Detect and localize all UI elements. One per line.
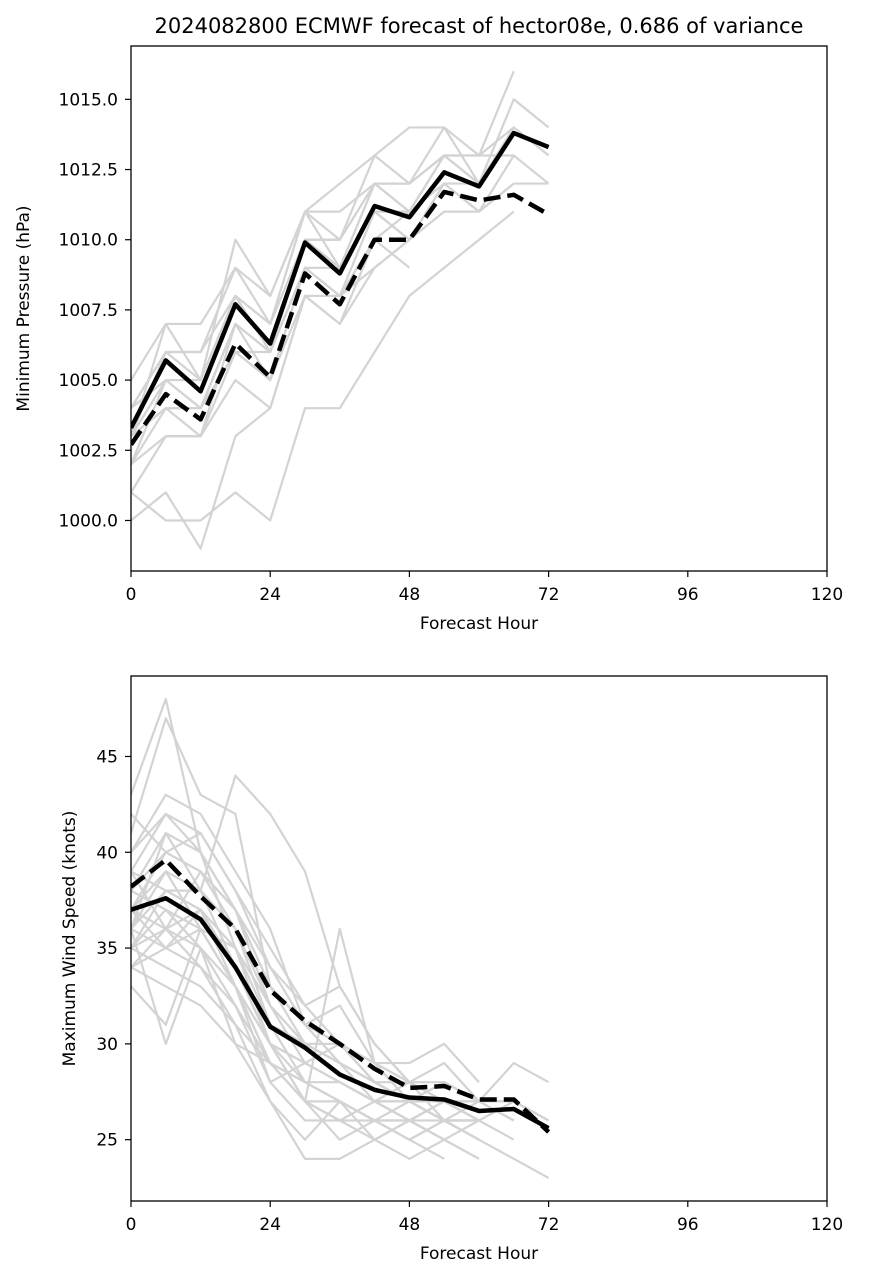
pressure-axes-frame <box>130 45 828 572</box>
pressure-y-tick-label: 1012.5 <box>59 161 118 181</box>
pressure-y-tick-label: 1005.0 <box>59 371 118 391</box>
pressure-x-tick-label: 0 <box>126 585 137 605</box>
pressure-ensemble-member-line <box>131 210 515 522</box>
pressure-y-tick-label: 1007.5 <box>59 301 118 321</box>
wind-axes-frame <box>130 675 828 1202</box>
wind-solid-line <box>131 896 550 1131</box>
wind-x-tick-label: 72 <box>538 1215 560 1235</box>
wind-y-axis-label: Maximum Wind Speed (knots) <box>60 811 80 1067</box>
pressure-chart: 0 24 48 72 96 120 1000.0 1002.5 1005.0 1007.5 1010… <box>59 45 843 605</box>
wind-y-tick-label: 30 <box>96 1035 118 1055</box>
wind-dashed-line <box>131 857 551 1134</box>
wind-x-tick-label: 120 <box>811 1215 843 1235</box>
pressure-solid-line <box>131 130 550 429</box>
wind-x-tick-label: 48 <box>399 1215 421 1235</box>
wind-ensemble-member-line <box>131 832 480 1122</box>
wind-x-tick-label: 24 <box>259 1215 281 1235</box>
wind-y-tick-label: 25 <box>96 1131 118 1151</box>
wind-y-tick-label: 45 <box>96 747 118 767</box>
pressure-x-tick-label: 120 <box>811 585 843 605</box>
wind-y-tick-label: 35 <box>96 939 118 959</box>
pressure-x-tick-label: 24 <box>259 585 281 605</box>
pressure-y-tick-label: 1000.0 <box>59 511 118 531</box>
pressure-ensemble-member-line <box>131 154 480 465</box>
wind-x-axis-label: Forecast Hour <box>420 1244 538 1264</box>
pressure-ensemble-member-line <box>131 210 411 438</box>
wind-ensemble-member-line <box>131 908 445 1160</box>
pressure-ensemble-member-line <box>131 238 411 550</box>
wind-x-tick-label: 0 <box>126 1215 137 1235</box>
wind-ensemble-member-line <box>131 927 480 1160</box>
pressure-x-tick-label: 96 <box>677 585 699 605</box>
wind-ensemble-member-line <box>131 927 480 1160</box>
pressure-plot-area <box>131 70 550 550</box>
wind-chart: 0 24 48 72 96 120 25 30 35 40 45 <box>96 675 843 1235</box>
pressure-y-tick-label: 1010.0 <box>59 231 118 251</box>
figure-title: 2024082800 ECMWF forecast of hector08e, … <box>155 14 804 38</box>
pressure-ensemble-member-line <box>131 182 549 493</box>
wind-x-tick-label: 96 <box>677 1215 699 1235</box>
pressure-y-axis-label: Minimum Pressure (hPa) <box>14 205 34 411</box>
wind-plot-area <box>131 697 551 1179</box>
pressure-y-tick-label: 1002.5 <box>59 441 118 461</box>
pressure-ensemble-member-line <box>131 126 515 409</box>
pressure-x-axis-label: Forecast Hour <box>420 614 538 634</box>
pressure-y-tick-label: 1015.0 <box>59 90 118 110</box>
pressure-ensemble-member-line <box>131 126 515 437</box>
pressure-x-tick-label: 48 <box>399 585 421 605</box>
pressure-x-tick-label: 72 <box>538 585 560 605</box>
pressure-dashed-line <box>131 189 550 446</box>
wind-y-tick-label: 40 <box>96 843 118 863</box>
wind-ensemble-member-line <box>131 908 480 1141</box>
